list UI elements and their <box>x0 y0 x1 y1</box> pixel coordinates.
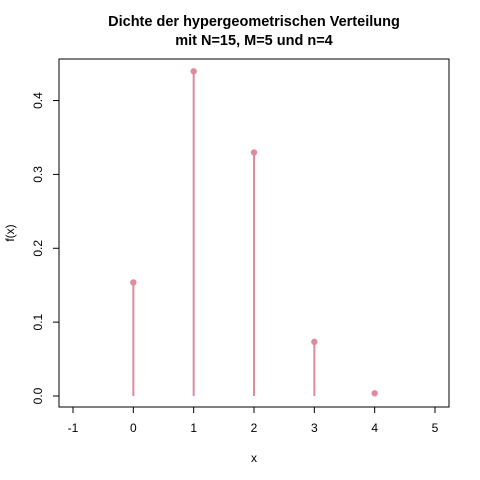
x-tick-label: 3 <box>311 421 318 435</box>
x-axis-label: x <box>251 451 257 465</box>
y-axis: 0.0 0.1 0.2 0.3 0.4 <box>31 92 60 404</box>
x-axis: -1 0 1 2 3 4 5 <box>68 406 439 435</box>
x-tick-label: 2 <box>251 421 258 435</box>
y-tick-label: 0.2 <box>31 240 45 257</box>
y-tick-label: 0.3 <box>31 166 45 183</box>
data-marks <box>130 68 378 397</box>
y-tick-label: 0.0 <box>31 387 45 404</box>
data-point <box>250 149 258 156</box>
x-tick-label: 1 <box>190 421 197 435</box>
x-tick-label: 0 <box>130 421 137 435</box>
x-tick-label: 4 <box>371 421 378 435</box>
x-tick-label: -1 <box>68 421 79 435</box>
y-axis-label: f(x) <box>3 224 17 241</box>
data-point <box>371 390 378 397</box>
y-tick-label: 0.4 <box>31 92 45 109</box>
data-point <box>130 279 137 286</box>
chart-title-line-1: Dichte der hypergeometrischen Verteilung <box>108 14 400 30</box>
data-point <box>190 68 197 75</box>
data-point <box>311 338 318 346</box>
chart-title-line-2: mit N=15, M=5 und n=4 <box>175 33 333 49</box>
y-tick-label: 0.1 <box>31 313 45 330</box>
x-tick-label: 5 <box>432 421 439 435</box>
